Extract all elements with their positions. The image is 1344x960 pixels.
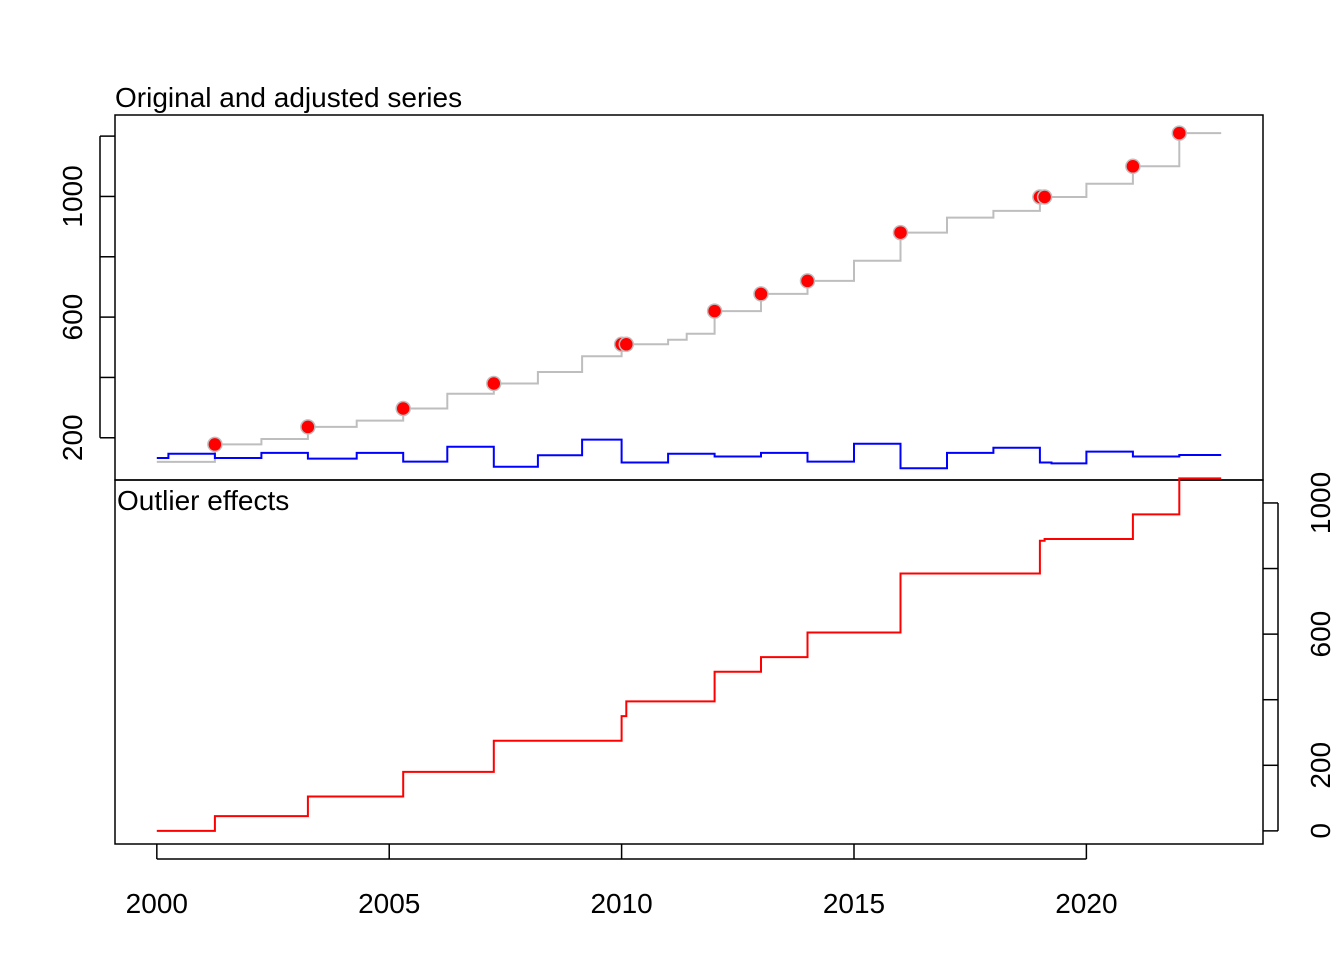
top-panel-series <box>156 132 1222 470</box>
x-tick-label: 2005 <box>358 888 420 919</box>
bottom-y-axis: 0 200 600 1000 <box>1263 472 1336 839</box>
outlier-point <box>486 375 502 392</box>
x-tick-label: 2020 <box>1055 888 1117 919</box>
bottom-y-tick-label: 600 <box>1305 611 1336 658</box>
outlier-point <box>395 400 411 417</box>
outlier-point <box>207 436 223 453</box>
outlier-points <box>207 125 1188 453</box>
outlier-point <box>799 273 816 289</box>
top-y-tick-label: 200 <box>57 414 88 461</box>
x-axis: 2000 2005 2010 2015 2020 <box>126 844 1118 919</box>
outlier-point <box>300 419 316 435</box>
top-panel-frame <box>114 114 1264 481</box>
outlier-point <box>1125 158 1141 175</box>
outlier-point <box>706 303 723 319</box>
top-panel-title: Original and adjusted series <box>115 82 462 113</box>
top-y-tick-label: 1000 <box>57 165 88 227</box>
adjusted-series-line <box>156 438 1222 470</box>
bottom-panel-title: Outlier effects <box>117 485 289 516</box>
outlier-point <box>1171 125 1188 141</box>
bottom-y-tick-label: 200 <box>1305 742 1336 789</box>
outlier-point <box>618 336 635 353</box>
outlier-point <box>892 224 909 241</box>
bottom-panel-series <box>156 477 1222 832</box>
original-series-line <box>156 132 1222 463</box>
outlier-point <box>753 286 769 302</box>
x-tick-label: 2000 <box>126 888 188 919</box>
x-tick-label: 2010 <box>590 888 652 919</box>
outlier-point <box>1036 189 1053 205</box>
panel-frames <box>114 114 1264 845</box>
outlier-effects-series-line <box>156 477 1222 832</box>
bottom-panel-frame <box>114 479 1264 845</box>
top-y-axis: 200 600 1000 <box>57 135 115 461</box>
x-tick-label: 2015 <box>823 888 885 919</box>
bottom-y-tick-label: 0 <box>1305 823 1336 839</box>
bottom-y-tick-label: 1000 <box>1305 472 1336 534</box>
top-y-tick-label: 600 <box>57 294 88 341</box>
